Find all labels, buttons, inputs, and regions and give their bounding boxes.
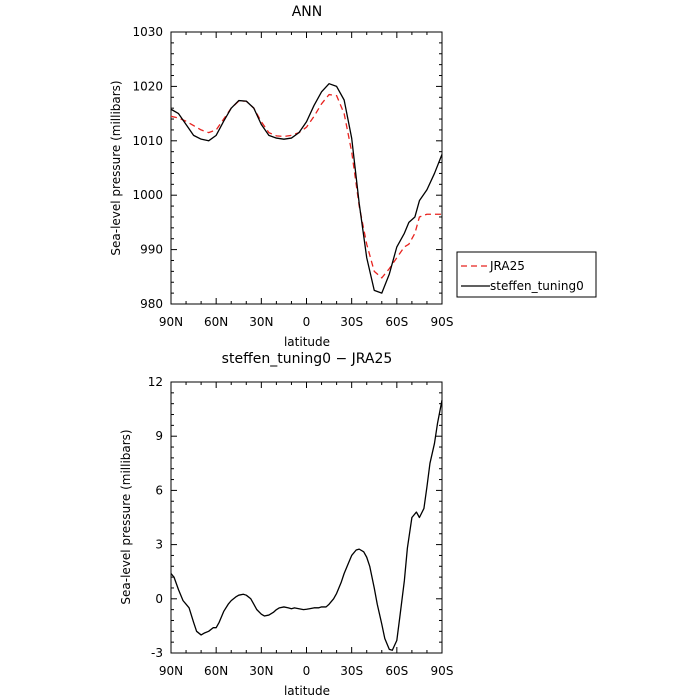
bottom-x-tick-label: 90S [431,664,454,678]
bottom-y-tick-label: 0 [155,592,163,606]
legend-label-steffen: steffen_tuning0 [490,279,584,293]
bottom-x-axis-label: latitude [284,684,330,698]
top-x-tick-label: 90N [159,315,183,329]
bottom-series-group [170,399,443,651]
top-y-tick-label: 1030 [132,25,163,39]
bottom-x-tick-label: 60N [204,664,228,678]
bottom-x-tick-label: 0 [303,664,311,678]
top-x-tick-label: 60N [204,315,228,329]
top-plot-frame [170,31,443,305]
top-series-line-jra25 [170,93,442,279]
top-x-tick-label: 60S [385,315,408,329]
top-title: ANN [292,4,323,20]
bottom-ticks: 90N 60N 30N 0 30S 60S 90S -3 0 3 6 9 12 [148,375,454,678]
bottom-x-tick-label: 90N [159,664,183,678]
top-x-tick-label: 30N [249,315,273,329]
bottom-title: steffen_tuning0 − JRA25 [222,351,393,367]
legend-label-jra25: JRA25 [489,259,525,273]
bottom-y-axis-label: Sea-level pressure (millibars) [119,429,133,604]
bottom-y-tick-label: 3 [155,538,163,552]
top-series-line-steffen-tuning0 [170,83,443,294]
top-y-tick-label: 1000 [132,188,163,202]
top-y-tick-label: 980 [140,297,163,311]
legend: JRA25 steffen_tuning0 [456,251,597,298]
top-y-axis-label: Sea-level pressure (millibars) [109,80,123,255]
bottom-y-tick-label: 12 [148,375,163,389]
bottom-y-tick-label: 6 [155,483,163,497]
bottom-series-line-difference [170,399,443,651]
bottom-x-tick-label: 30N [249,664,273,678]
legend-box [456,251,597,298]
top-gridless-ticks: 90N 60N 30N 0 30S 60S 90S 980 990 1000 1010 1020 103… [132,25,453,329]
top-y-tick-label: 990 [140,243,163,257]
bottom-plot-frame [170,381,443,654]
top-series-group [170,83,443,294]
top-x-tick-label: 90S [431,315,454,329]
top-x-tick-label: 30S [340,315,363,329]
bottom-panel: steffen_tuning0 − JRA25 90N 60N 30N 0 30S 60S… [119,351,453,698]
bottom-y-tick-label: -3 [151,646,163,660]
bottom-x-tick-label: 30S [340,664,363,678]
top-y-tick-label: 1020 [132,79,163,93]
top-x-tick-label: 0 [303,315,311,329]
top-panel: ANN 90N 60N 30N 0 30S 60S 90S 980 990 1000 1010 102… [109,4,597,349]
top-y-tick-label: 1010 [132,134,163,148]
top-x-axis-label: latitude [284,335,330,349]
bottom-y-tick-label: 9 [155,429,163,443]
bottom-x-tick-label: 60S [385,664,408,678]
